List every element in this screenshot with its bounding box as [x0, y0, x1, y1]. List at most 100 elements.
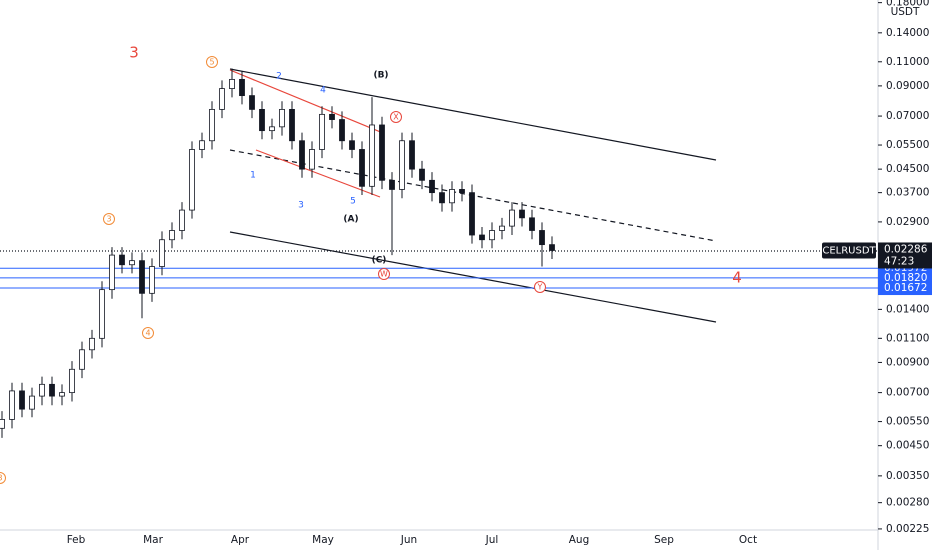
- candle-body: [199, 140, 205, 150]
- red-channel-top: [229, 69, 384, 134]
- currency-label: USDT: [891, 6, 920, 18]
- annotation-circle: [378, 268, 390, 280]
- candle-body: [519, 209, 525, 219]
- x-tick-label: Sep: [654, 534, 674, 546]
- annotation: 4: [320, 86, 326, 96]
- candle-body: [309, 149, 315, 170]
- candle-body: [509, 209, 515, 227]
- y-tick-label: 0.04500: [886, 163, 929, 175]
- y-tick-label: 0.00280: [886, 497, 929, 509]
- price-line-tag: [878, 281, 932, 296]
- candle-body: [119, 254, 125, 266]
- candle-body: [169, 230, 175, 241]
- annotation: 1: [250, 171, 256, 181]
- candle-body: [89, 337, 95, 351]
- y-tick-label: 0.01400: [886, 303, 929, 315]
- y-tick-label: 0.11000: [886, 56, 929, 68]
- candle-body: [79, 349, 85, 370]
- candle-body: [369, 124, 375, 187]
- annotation: 2: [276, 72, 282, 82]
- annotation: (C): [372, 256, 387, 266]
- candle-body: [299, 140, 305, 170]
- last-price-label: 0.02286: [884, 243, 928, 255]
- candle-body: [0, 419, 5, 429]
- candle-body: [349, 140, 355, 150]
- candle-body: [159, 239, 165, 267]
- candle-body: [489, 230, 495, 241]
- candle-body: [39, 383, 45, 397]
- candle-body: [419, 168, 425, 181]
- candle-body: [249, 95, 255, 110]
- channel-top: [229, 68, 717, 161]
- annotation-circle: [0, 472, 6, 484]
- y-tick-label: 0.00550: [886, 416, 929, 428]
- candle-body: [469, 192, 475, 236]
- annotation-circle: [142, 327, 154, 339]
- candle-body: [99, 289, 105, 339]
- candle-body: [219, 88, 225, 110]
- x-tick-label: May: [312, 534, 334, 546]
- y-tick-label: 0.02900: [886, 216, 929, 228]
- y-tick-label: 0.00700: [886, 387, 929, 399]
- candle-body: [179, 209, 185, 231]
- candle-body: [549, 244, 555, 251]
- candle-body: [229, 78, 235, 89]
- candle-body: [359, 149, 365, 187]
- annotation: W: [380, 270, 388, 279]
- annotation: 5: [350, 197, 356, 207]
- x-tick-label: Jun: [400, 534, 417, 546]
- annotation: (B): [373, 71, 388, 81]
- x-tick-label: Aug: [569, 534, 590, 546]
- annotation: 4: [732, 269, 742, 287]
- x-tick-label: Apr: [231, 534, 250, 546]
- candle-body: [189, 149, 195, 211]
- y-tick-label: 0.05500: [886, 139, 929, 151]
- symbol-tag: [822, 242, 876, 259]
- annotation-circle: [390, 111, 402, 123]
- symbol-label: CELRUSDT: [822, 245, 876, 256]
- y-tick-label: 0.09000: [886, 80, 929, 92]
- candle-body: [459, 189, 465, 194]
- candle-body: [499, 225, 505, 231]
- candle-body: [29, 395, 35, 410]
- candle-body: [429, 179, 435, 194]
- candle-body: [479, 234, 485, 241]
- y-tick-label: 0.18000: [886, 0, 929, 9]
- annotation: 5: [209, 58, 214, 67]
- annotation: 3: [106, 215, 111, 224]
- y-tick-label: 0.07000: [886, 110, 929, 122]
- candle-body: [389, 179, 395, 190]
- y-tick-label: 0.00900: [886, 356, 929, 368]
- candle-body: [69, 368, 75, 394]
- channel-bottom: [229, 231, 717, 323]
- candle-body: [279, 108, 285, 128]
- candle-body: [379, 124, 385, 181]
- candle-body: [409, 140, 415, 170]
- y-tick-label: 0.01100: [886, 332, 929, 344]
- x-tick-label: Jul: [485, 534, 499, 546]
- candle-body: [439, 192, 445, 204]
- red-channel-bottom: [255, 149, 381, 198]
- x-tick-label: Oct: [739, 534, 757, 546]
- annotation-circle: [206, 56, 218, 68]
- price-line-label: 0.01672: [884, 282, 927, 294]
- candle-body: [449, 189, 455, 204]
- annotation: 3: [298, 201, 304, 211]
- annotation: (A): [343, 215, 358, 225]
- candle-body: [19, 390, 25, 410]
- countdown-label: 47:23: [884, 255, 914, 267]
- annotation: Y: [537, 283, 543, 292]
- candle-body: [529, 217, 535, 231]
- candle-body: [539, 230, 545, 246]
- last-price-tag: [878, 242, 932, 269]
- annotation: 3: [0, 474, 3, 483]
- annotation: 3: [129, 44, 139, 62]
- candle-body: [59, 392, 65, 397]
- y-tick-label: 0.00225: [886, 523, 929, 535]
- x-tick-label: Feb: [67, 534, 86, 546]
- y-tick-label: 0.03700: [886, 187, 929, 199]
- y-tick-label: 0.00450: [886, 440, 929, 452]
- candle-body: [239, 78, 245, 97]
